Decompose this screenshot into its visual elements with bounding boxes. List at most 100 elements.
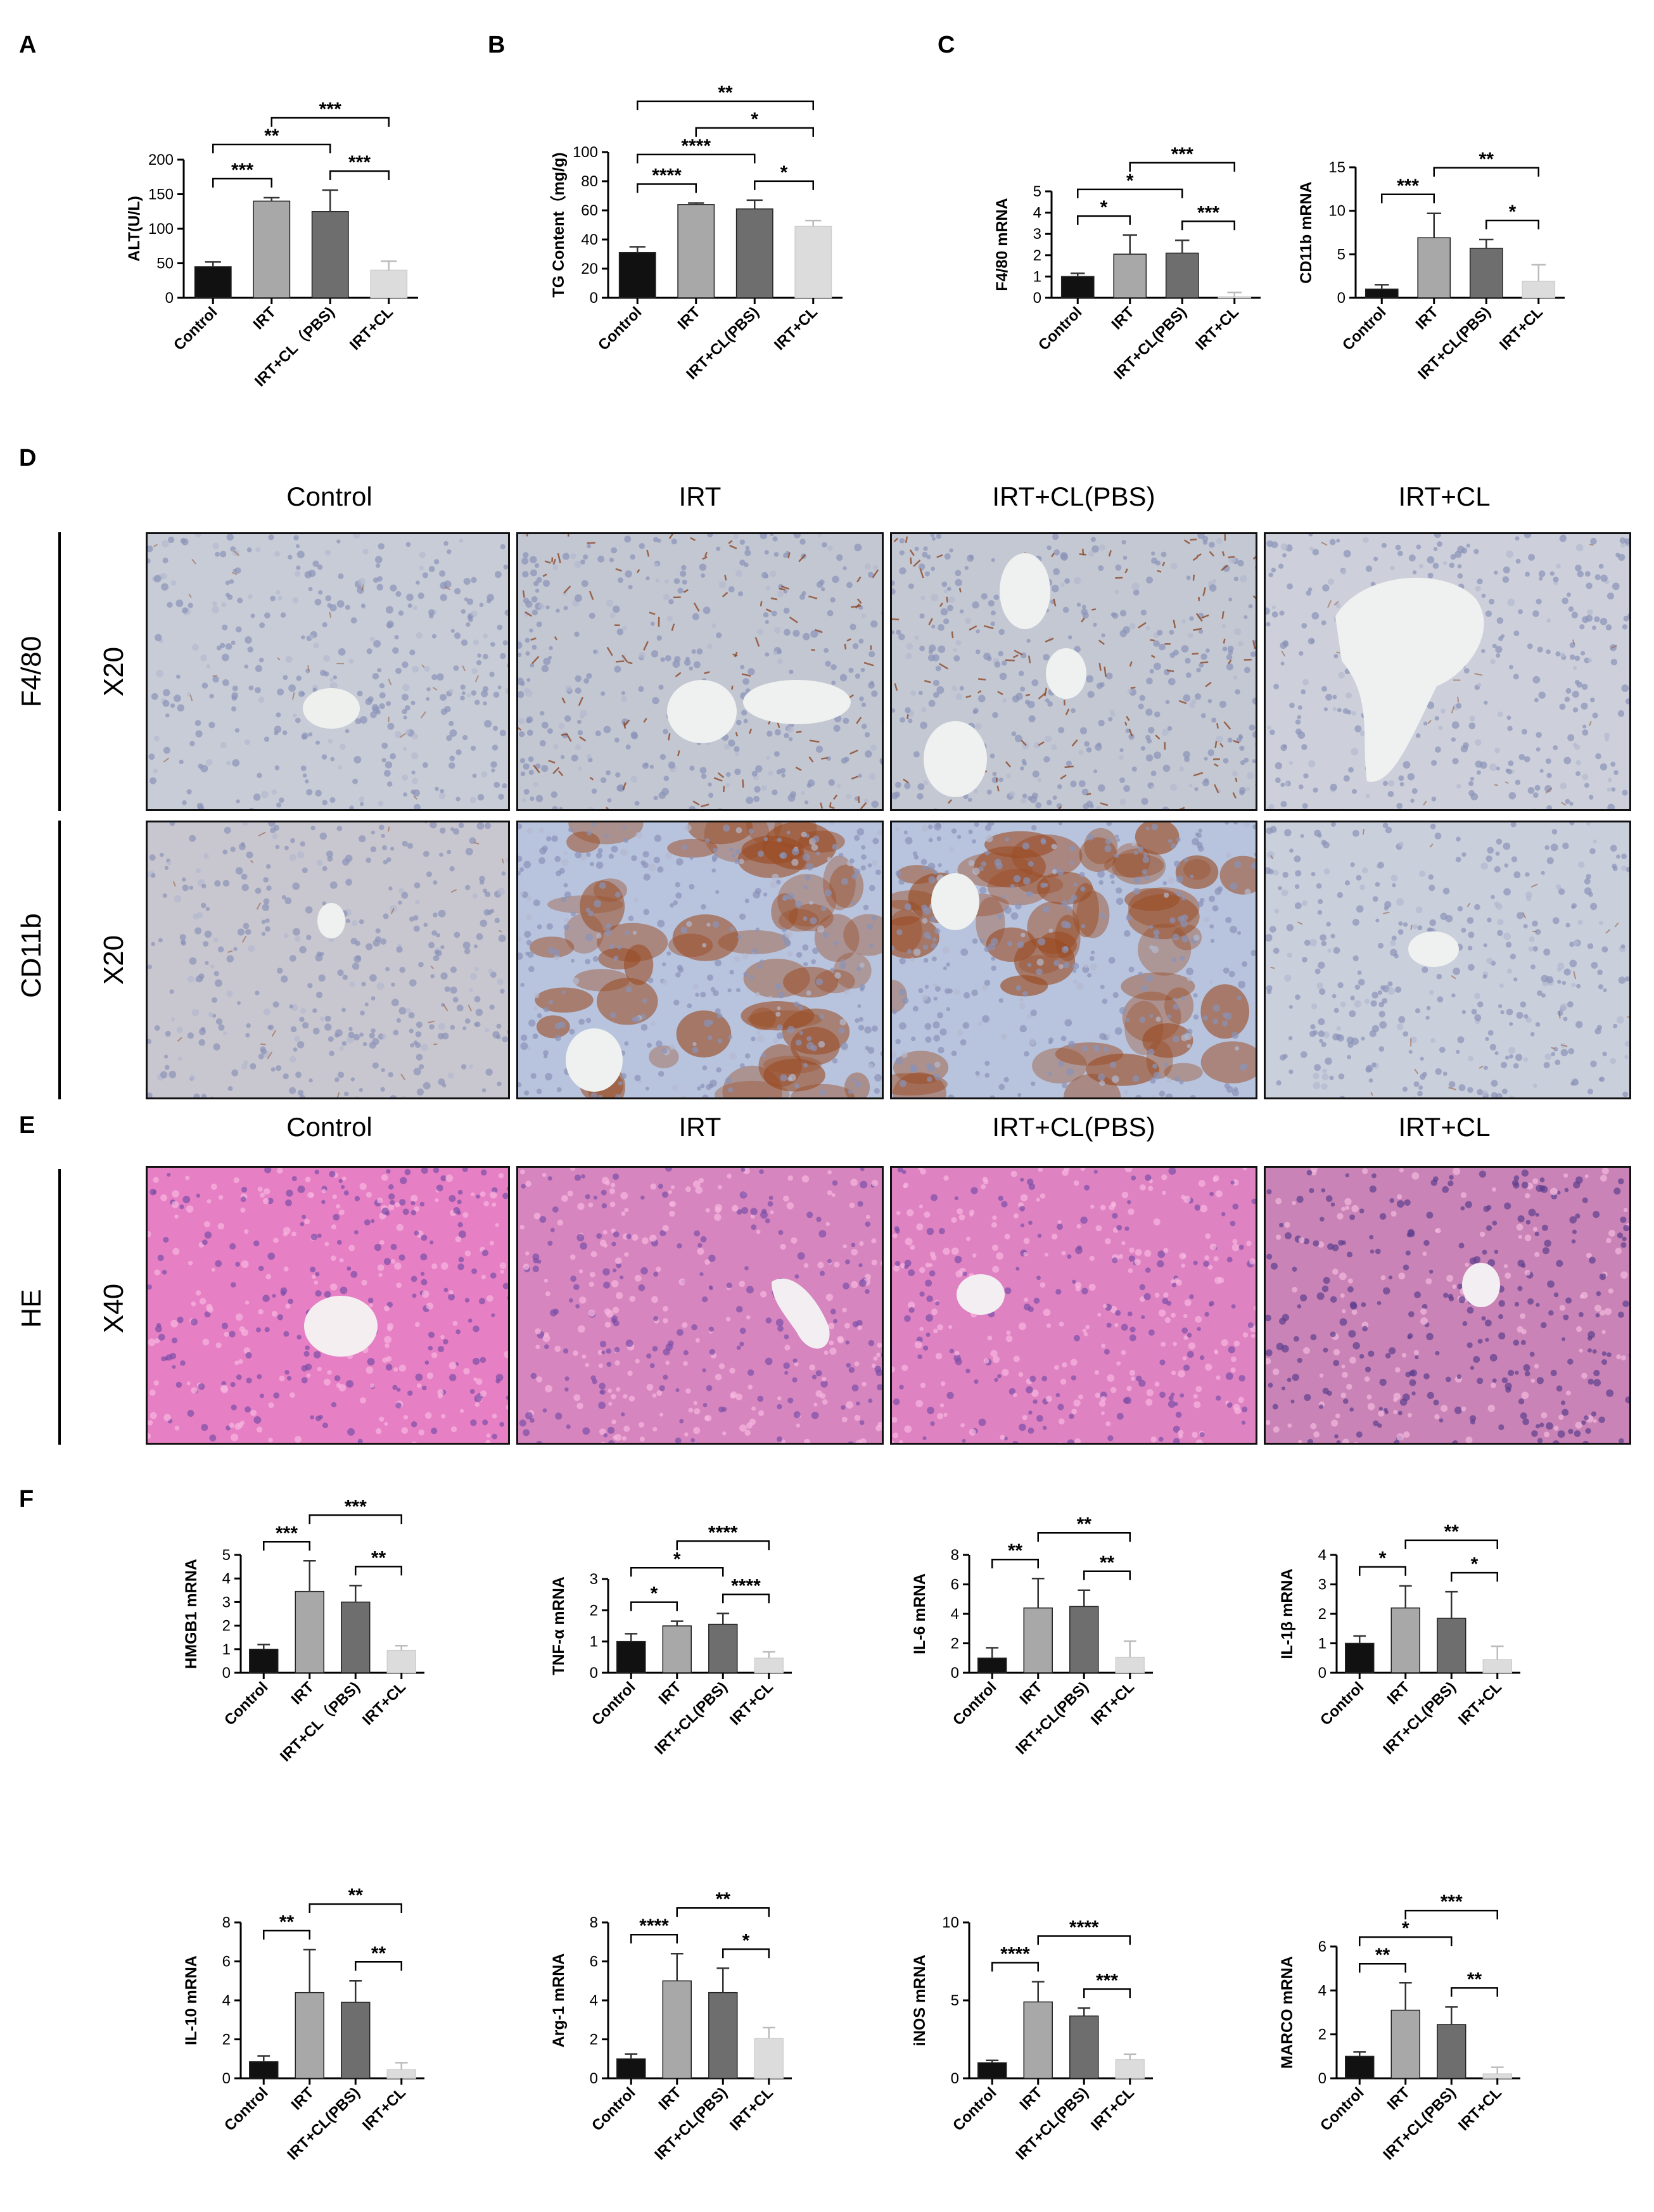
significance-bracket bbox=[722, 1948, 770, 1959]
y-tick-label: 5 bbox=[1033, 183, 1041, 200]
row-label-f4-80: F4/80 bbox=[16, 636, 47, 708]
significance-label: * bbox=[1126, 170, 1134, 191]
y-tick-label: 0 bbox=[951, 2070, 959, 2087]
significance-bracket bbox=[637, 183, 697, 193]
y-axis-label: F4/80 mRNA bbox=[993, 198, 1011, 291]
significance-bracket bbox=[991, 1558, 1039, 1569]
x-tick-label: IRT+CL（PBS) bbox=[277, 1678, 363, 1765]
significance-label: **** bbox=[652, 165, 682, 186]
bar bbox=[677, 204, 715, 298]
bar bbox=[735, 208, 773, 298]
significance-label: *** bbox=[1197, 202, 1219, 223]
significance-bracket bbox=[263, 1929, 310, 1940]
significance-label: ** bbox=[1375, 1945, 1390, 1966]
significance-label: ** bbox=[716, 1889, 731, 1910]
significance-label: *** bbox=[1441, 1891, 1463, 1912]
y-tick-label: 1 bbox=[1033, 268, 1041, 285]
significance-bracket bbox=[212, 177, 272, 188]
bar bbox=[194, 266, 232, 298]
bar bbox=[295, 1590, 324, 1673]
bar bbox=[1060, 276, 1095, 298]
y-tick-label: 150 bbox=[148, 186, 174, 203]
y-axis-label: IL-1β mRNA bbox=[1278, 1568, 1296, 1659]
significance-label: * bbox=[1379, 1548, 1387, 1569]
significance-bracket bbox=[1433, 167, 1539, 177]
bar bbox=[754, 1658, 784, 1673]
y-tick-label: 0 bbox=[1318, 1665, 1326, 1682]
y-tick-label: 1 bbox=[1318, 1635, 1326, 1653]
bar bbox=[1115, 2059, 1145, 2079]
bar bbox=[1023, 2001, 1053, 2079]
significance-bracket bbox=[263, 1541, 310, 1551]
y-tick-label: 2 bbox=[951, 1635, 959, 1653]
row-label-he-magnification: X40 bbox=[98, 1283, 129, 1334]
y-tick-label: 0 bbox=[951, 1665, 959, 1682]
bar bbox=[1365, 288, 1399, 298]
chart-tg-content: 0 20 40 60 80 100 TG Content（mg/g) Control IRT IR… bbox=[549, 82, 843, 383]
y-tick-label: 2 bbox=[222, 2031, 231, 2049]
x-tick-label: IRT bbox=[656, 1678, 685, 1708]
x-tick-label: IRT+CL bbox=[359, 2084, 409, 2134]
bar bbox=[253, 200, 291, 298]
y-tick-label: 5 bbox=[1337, 246, 1345, 263]
x-tick-label: Control bbox=[1035, 304, 1085, 354]
bar bbox=[1023, 1607, 1053, 1673]
y-tick-label: 0 bbox=[165, 290, 174, 307]
x-tick-label: IRT bbox=[288, 1678, 318, 1708]
y-axis-label: IL-10 mRNA bbox=[182, 1955, 200, 2045]
y-tick-label: 8 bbox=[590, 1914, 598, 1931]
d-column-title-irt-cl-pbs: IRT+CL(PBS) bbox=[992, 482, 1155, 511]
y-tick-label: 4 bbox=[222, 1992, 231, 2009]
y-tick-label: 0 bbox=[1033, 290, 1041, 307]
x-tick-label: Control bbox=[950, 2084, 1000, 2134]
y-tick-label: 0 bbox=[1337, 290, 1345, 307]
significance-bracket bbox=[1077, 188, 1183, 198]
x-tick-label: Control bbox=[588, 2084, 639, 2134]
significance-bracket bbox=[754, 180, 814, 190]
e-column-title-irt: IRT bbox=[678, 1112, 722, 1142]
x-tick-label: IRT+CL bbox=[1192, 304, 1242, 354]
significance-label: *** bbox=[319, 99, 341, 120]
d-column-title-irt-cl: IRT+CL bbox=[1398, 482, 1491, 511]
bar bbox=[1218, 296, 1252, 298]
y-tick-label: 6 bbox=[951, 1576, 959, 1594]
significance-bracket bbox=[1037, 1935, 1131, 1945]
y-tick-label: 1 bbox=[590, 1633, 598, 1651]
x-tick-label: IRT+CL bbox=[359, 1678, 409, 1729]
x-tick-label: IRT bbox=[1384, 2084, 1414, 2114]
x-tick-label: Control bbox=[170, 304, 220, 354]
x-tick-label: IRT+CL bbox=[1455, 1678, 1505, 1729]
y-tick-label: 4 bbox=[1318, 1982, 1326, 1999]
y-axis-label: IL-6 mRNA bbox=[911, 1573, 929, 1654]
micrograph-f4-80-control bbox=[146, 532, 510, 811]
micrograph-he-irt bbox=[516, 1166, 884, 1445]
x-tick-label: Control bbox=[1317, 2084, 1367, 2134]
significance-label: * bbox=[651, 1583, 658, 1604]
bar bbox=[370, 269, 408, 298]
panel-label-d: D bbox=[19, 445, 37, 471]
y-axis-label: ALT(U/L) bbox=[125, 196, 143, 262]
y-axis-label: MARCO mRNA bbox=[1278, 1956, 1296, 2069]
x-tick-label: IRT+CL bbox=[1088, 1678, 1138, 1729]
significance-bracket bbox=[630, 1567, 724, 1577]
bar bbox=[708, 1623, 738, 1673]
significance-label: **** bbox=[1000, 1943, 1030, 1964]
y-tick-label: 8 bbox=[222, 1914, 231, 1931]
significance-label: * bbox=[1402, 1918, 1409, 1939]
x-tick-label: IRT+CL bbox=[771, 304, 821, 354]
x-tick-label: Control bbox=[950, 1678, 1000, 1729]
significance-label: *** bbox=[1397, 176, 1419, 196]
bar bbox=[1482, 1659, 1512, 1673]
significance-label: *** bbox=[276, 1523, 298, 1544]
significance-bracket bbox=[1359, 1936, 1453, 1947]
y-axis-label: HMGB1 mRNA bbox=[182, 1559, 200, 1669]
micrograph-f4-80-irt-cl bbox=[1264, 532, 1631, 811]
x-tick-label: IRT+CL bbox=[1496, 304, 1546, 354]
significance-label: * bbox=[751, 109, 758, 130]
panel-label-f: F bbox=[19, 1486, 34, 1512]
significance-label: ** bbox=[279, 1912, 295, 1933]
significance-label: **** bbox=[681, 136, 711, 157]
